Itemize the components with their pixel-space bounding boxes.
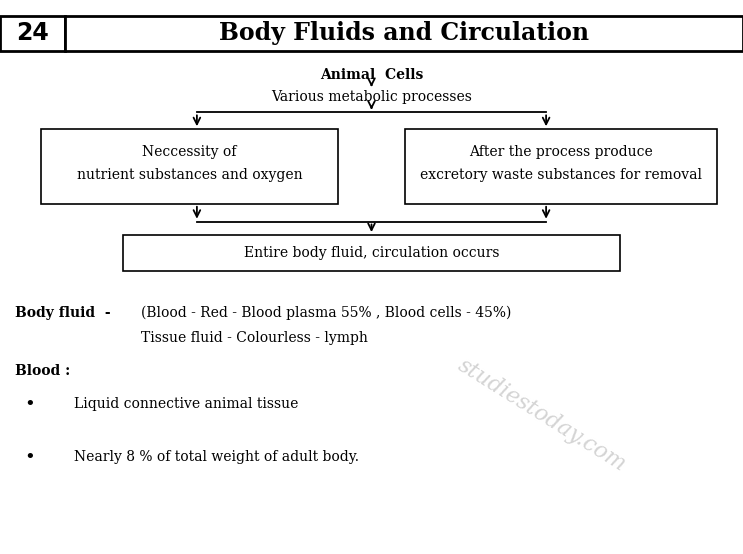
Text: After the process produce: After the process produce — [469, 145, 653, 159]
FancyBboxPatch shape — [41, 129, 338, 204]
Text: Neccessity of: Neccessity of — [142, 145, 237, 159]
Text: Entire body fluid, circulation occurs: Entire body fluid, circulation occurs — [244, 246, 499, 260]
Text: (Blood - Red - Blood plasma 55% , Blood cells - 45%): (Blood - Red - Blood plasma 55% , Blood … — [141, 306, 511, 320]
FancyBboxPatch shape — [0, 16, 65, 51]
FancyBboxPatch shape — [65, 16, 743, 51]
Text: excretory waste substances for removal: excretory waste substances for removal — [420, 167, 702, 182]
Text: Nearly 8 % of total weight of adult body.: Nearly 8 % of total weight of adult body… — [74, 450, 360, 464]
Text: Animal  Cells: Animal Cells — [319, 68, 424, 82]
Text: Body Fluids and Circulation: Body Fluids and Circulation — [219, 21, 589, 45]
Text: 24: 24 — [16, 21, 49, 45]
Text: Various metabolic processes: Various metabolic processes — [271, 90, 472, 104]
Text: nutrient substances and oxygen: nutrient substances and oxygen — [77, 167, 302, 182]
Text: Liquid connective animal tissue: Liquid connective animal tissue — [74, 397, 299, 412]
Text: studiestoday.com: studiestoday.com — [454, 355, 631, 476]
FancyBboxPatch shape — [405, 129, 717, 204]
Text: Body fluid  -: Body fluid - — [15, 306, 111, 320]
Text: Tissue fluid - Colourless - lymph: Tissue fluid - Colourless - lymph — [141, 331, 368, 345]
FancyBboxPatch shape — [123, 235, 620, 271]
Text: •: • — [25, 396, 35, 413]
Text: Blood :: Blood : — [15, 364, 70, 378]
Text: •: • — [25, 448, 35, 466]
